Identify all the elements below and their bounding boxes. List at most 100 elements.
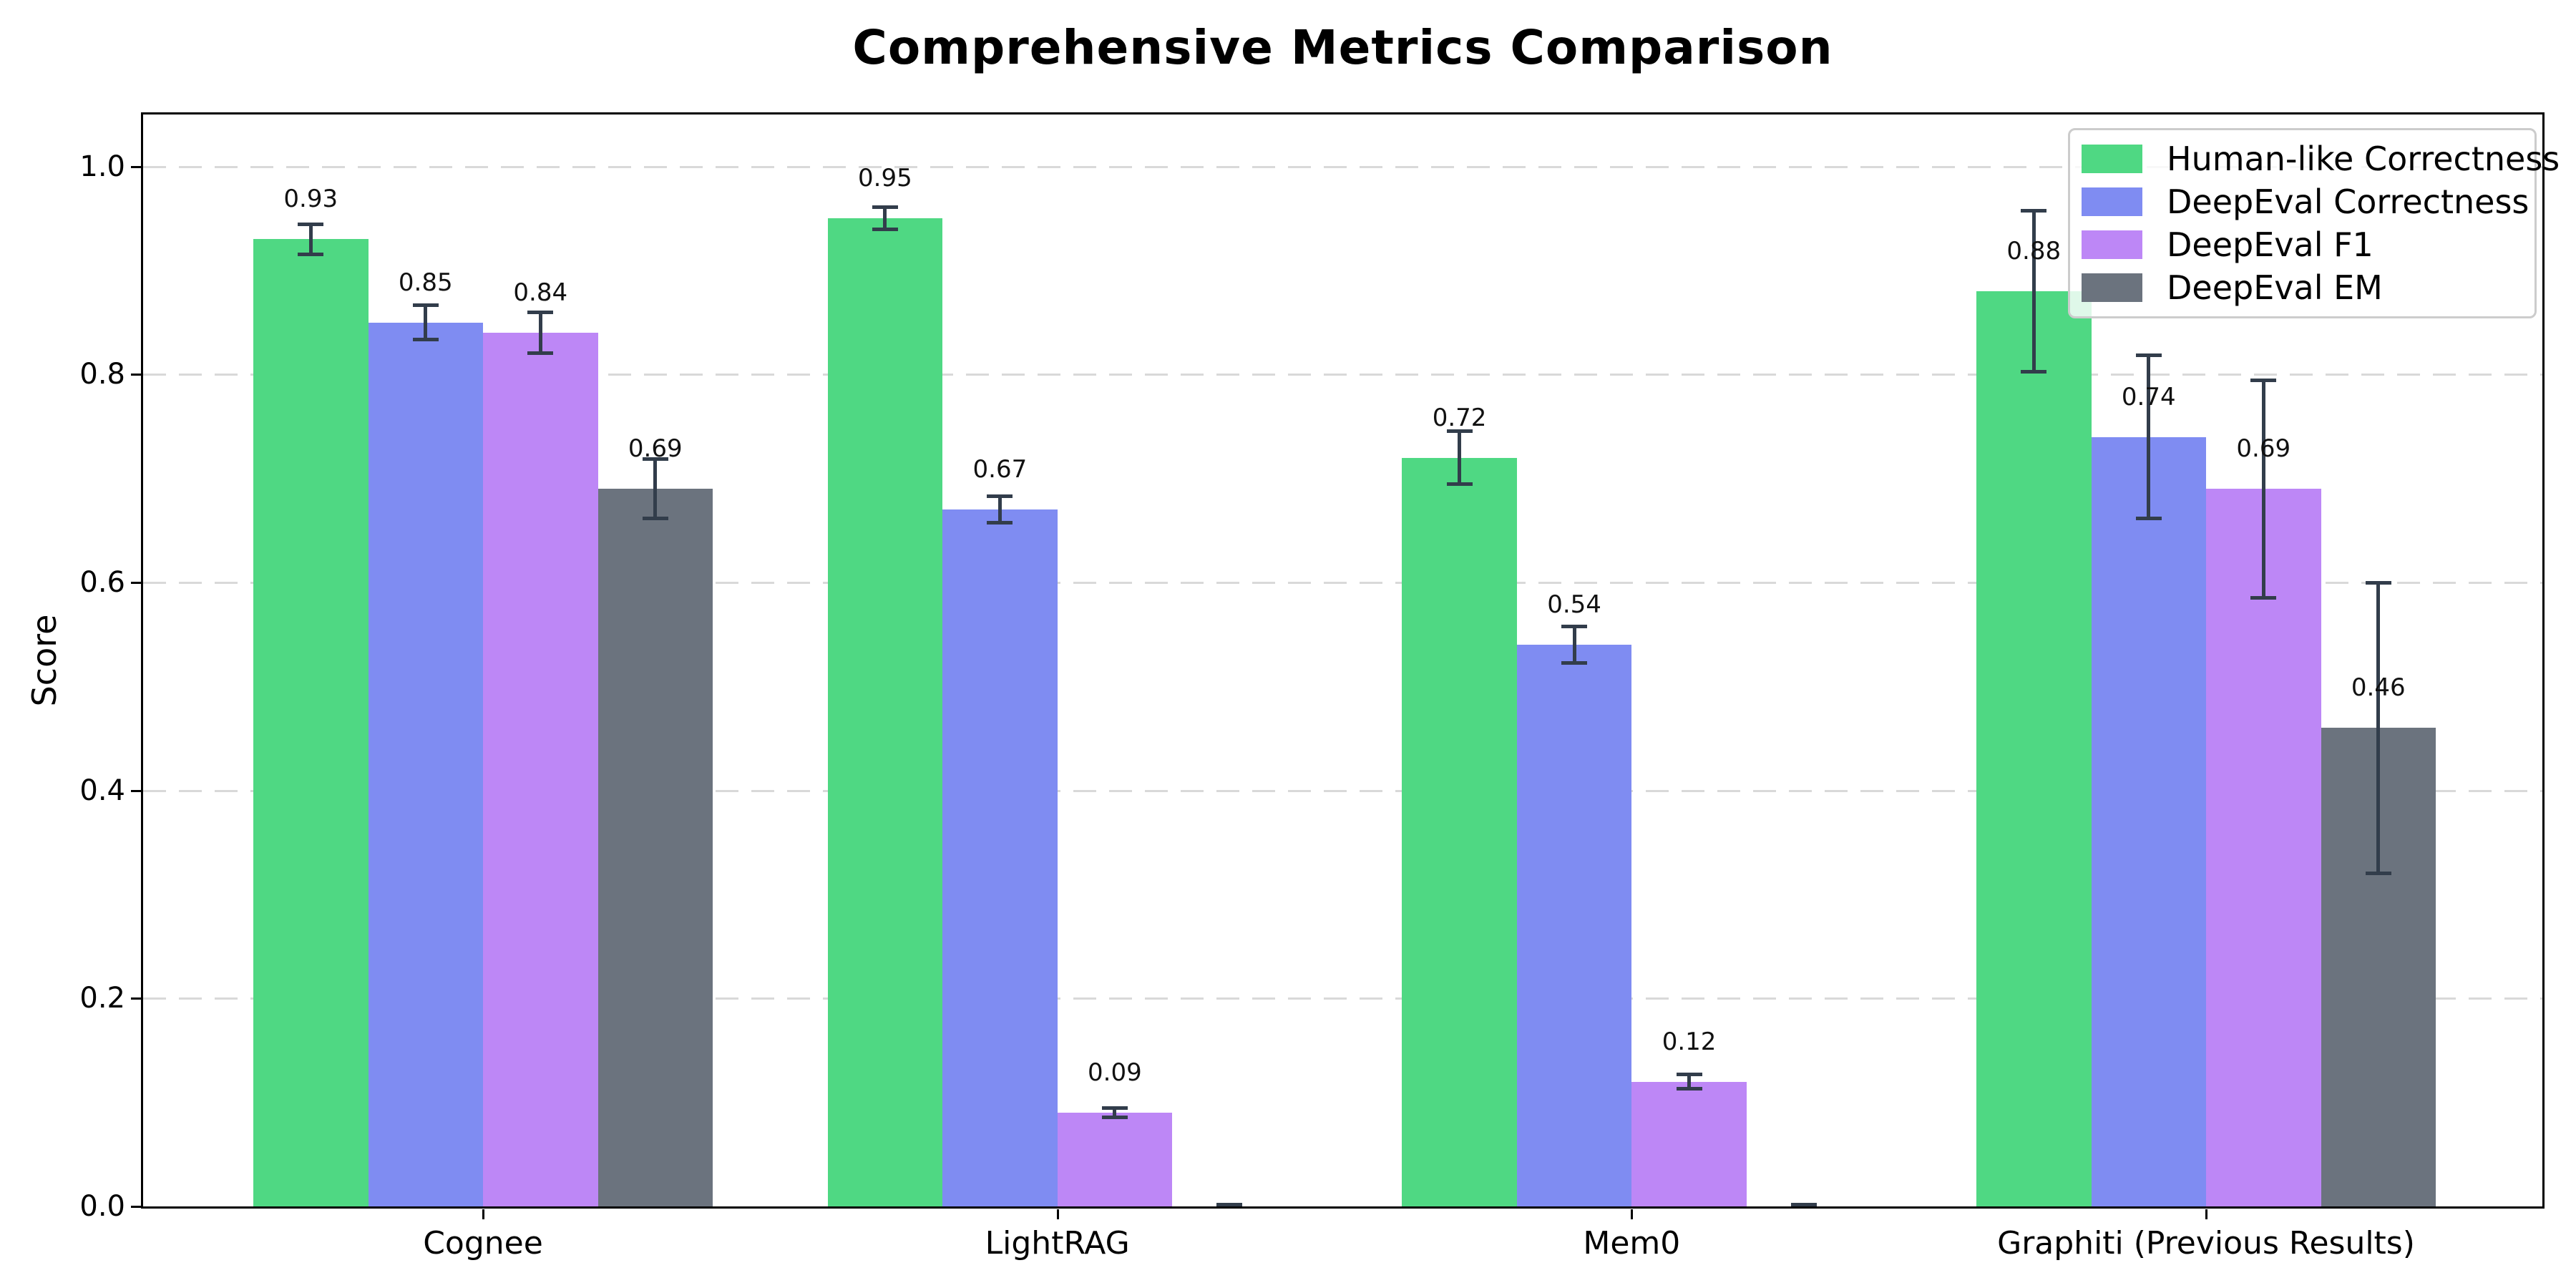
error-bar-cap (2365, 871, 2391, 875)
error-bar (308, 223, 313, 255)
y-tick-label: 0.6 (79, 566, 125, 599)
x-tick-mark (482, 1209, 484, 1219)
bar-value-label: 0.69 (628, 434, 683, 464)
error-bar (2261, 379, 2265, 598)
legend-label: DeepEval F1 (2167, 225, 2373, 264)
error-bar-cap (1216, 1203, 1243, 1207)
y-axis-label: Score (25, 614, 64, 707)
error-bar (538, 312, 542, 354)
error-bar (1572, 626, 1576, 664)
error-bar-cap (1791, 1203, 1818, 1207)
error-bar-cap (2021, 370, 2047, 374)
legend-swatch (2082, 230, 2142, 259)
bar-value-label: 0.72 (1432, 403, 1487, 432)
error-bar-cap (2365, 581, 2391, 585)
x-tick-mark (1631, 1209, 1634, 1219)
bar (1631, 1081, 1747, 1206)
error-bar (1113, 1107, 1117, 1118)
bar (2091, 436, 2206, 1206)
error-bar-cap (298, 253, 324, 257)
y-tick-mark (131, 582, 141, 584)
legend-swatch (2082, 273, 2142, 302)
bar-value-label: 0.12 (1662, 1027, 1717, 1056)
error-bar-cap (987, 521, 1013, 525)
bar-value-label: 0.95 (858, 164, 912, 193)
x-tick-label: Mem0 (1583, 1225, 1681, 1262)
bar (827, 218, 943, 1206)
x-tick-label: LightRAG (985, 1225, 1130, 1262)
bar-value-label: 0.88 (2006, 237, 2062, 266)
bar (1976, 291, 2092, 1206)
error-bar-cap (1446, 482, 1473, 487)
bar (1402, 457, 1517, 1206)
x-tick-mark (2205, 1209, 2207, 1219)
bar (942, 509, 1058, 1206)
bar-value-label: 0.93 (283, 185, 338, 214)
chart-title: Comprehensive Metrics Comparison (852, 20, 1833, 75)
gridline (143, 582, 2542, 584)
error-bar-cap (1676, 1086, 1702, 1091)
x-tick-label: Graphiti (Previous Results) (1997, 1225, 2415, 1262)
bar-value-label: 0.54 (1547, 590, 1601, 620)
error-bar-cap (872, 228, 898, 232)
error-bar-cap (412, 338, 439, 342)
legend-swatch (2082, 187, 2142, 216)
error-bar-cap (1101, 1116, 1128, 1120)
legend: Human-like Correctness DeepEval Correctne… (2068, 128, 2560, 318)
y-tick-label: 1.0 (79, 150, 125, 183)
error-bar (997, 496, 1002, 524)
error-bar-cap (412, 303, 439, 307)
legend-label: Human-like Correctness (2167, 140, 2560, 178)
bar-value-label: 0.85 (398, 268, 453, 297)
error-bar-cap (1676, 1073, 1702, 1077)
bar-value-label: 0.69 (2236, 434, 2291, 464)
error-bar-cap (527, 351, 554, 356)
error-bar-cap (2021, 208, 2047, 213)
x-tick-label: Cognee (423, 1225, 543, 1262)
y-tick-mark (131, 997, 141, 1000)
y-tick-mark (131, 789, 141, 792)
error-bar-cap (642, 457, 668, 462)
error-bar-cap (2135, 517, 2162, 521)
error-bar (2031, 210, 2036, 373)
bar (1516, 645, 1632, 1206)
bar (2206, 489, 2321, 1206)
error-bar-cap (1561, 625, 1588, 629)
bar (368, 322, 483, 1206)
y-tick-mark (131, 374, 141, 376)
error-bar-cap (987, 494, 1013, 499)
y-tick-label: 0.2 (79, 982, 125, 1015)
y-tick-label: 0.0 (79, 1190, 125, 1223)
legend-item: Human-like Correctness (2070, 140, 2560, 178)
bar-value-label: 0.84 (513, 278, 568, 308)
legend-item: DeepEval Correctness (2070, 182, 2534, 221)
bar (597, 489, 713, 1206)
x-tick-mark (1056, 1209, 1059, 1219)
y-tick-mark (131, 1206, 141, 1208)
error-bar-cap (1446, 429, 1473, 433)
error-bar-cap (298, 222, 324, 226)
error-bar-cap (527, 311, 554, 315)
legend-label: DeepEval EM (2167, 268, 2383, 307)
bar (1057, 1113, 1173, 1206)
bar-value-label: 0.74 (2121, 382, 2176, 411)
legend-label: DeepEval Correctness (2167, 182, 2529, 221)
legend-item: DeepEval EM (2070, 268, 2534, 307)
error-bar-cap (2250, 378, 2277, 382)
error-bar (653, 459, 658, 519)
error-bar-cap (1561, 661, 1588, 665)
error-bar (424, 304, 428, 341)
error-bar-cap (2250, 595, 2277, 600)
error-bar (2376, 582, 2381, 874)
legend-item: DeepEval F1 (2070, 225, 2534, 264)
legend-swatch (2082, 145, 2142, 173)
bar-value-label: 0.67 (972, 455, 1028, 484)
error-bar (883, 207, 887, 230)
gridline (143, 165, 2542, 168)
error-bar-cap (872, 205, 898, 210)
error-bar-cap (2135, 353, 2162, 357)
y-tick-label: 0.8 (79, 358, 125, 391)
y-tick-mark (131, 165, 141, 168)
bar-value-label: 0.46 (2351, 673, 2406, 703)
